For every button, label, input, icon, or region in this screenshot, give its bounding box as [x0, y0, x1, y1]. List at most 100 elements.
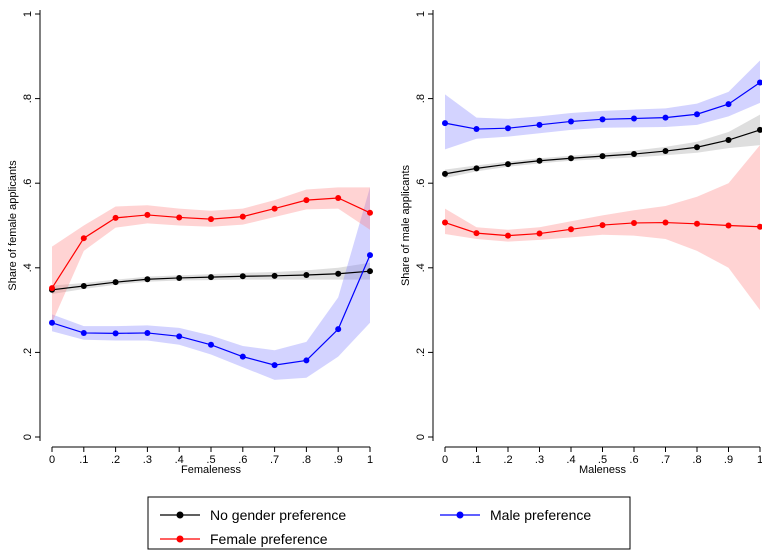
x-axis-title: Femaleness	[181, 464, 241, 476]
y-tick-label: .2	[22, 348, 34, 357]
data-point	[662, 148, 669, 155]
data-point	[631, 151, 637, 158]
y-axis-title: Share of male applicants	[400, 164, 412, 286]
x-tick-label: .9	[334, 454, 343, 466]
y-tick-label: 0	[415, 434, 427, 440]
x-tick-label: .5	[598, 454, 607, 466]
data-point	[144, 329, 151, 336]
data-point	[80, 329, 87, 336]
data-point	[239, 353, 246, 360]
y-tick-label: 1	[22, 11, 34, 17]
data-point	[536, 157, 543, 164]
data-point	[599, 116, 606, 123]
y-axis-title: Share of female applicants	[7, 160, 19, 291]
y-tick-label: .4	[22, 263, 34, 272]
data-point	[473, 126, 480, 133]
data-point	[144, 211, 151, 218]
data-point	[631, 219, 637, 226]
data-point	[335, 326, 342, 333]
confidence-band	[52, 187, 370, 323]
data-point	[303, 271, 310, 278]
data-point	[144, 276, 151, 283]
x-tick-label: .9	[724, 454, 733, 466]
data-point	[662, 114, 669, 121]
data-point	[536, 121, 543, 128]
legend-label: No gender preference	[210, 507, 346, 523]
data-point	[662, 219, 669, 226]
data-point	[176, 274, 183, 281]
legend-box	[147, 496, 631, 550]
y-tick-label: .4	[415, 263, 427, 272]
confidence-band	[52, 187, 370, 380]
data-point	[536, 230, 543, 237]
x-tick-label: 1	[757, 454, 762, 466]
data-point	[757, 126, 762, 133]
y-tick-label: .8	[22, 94, 34, 103]
x-tick-label: .8	[692, 454, 701, 466]
confidence-band	[445, 60, 760, 150]
data-point	[568, 118, 574, 125]
data-point	[112, 279, 119, 286]
x-tick-label: .8	[302, 454, 311, 466]
data-point	[694, 144, 700, 151]
data-point	[208, 216, 214, 223]
data-point	[505, 232, 511, 239]
data-point	[112, 214, 119, 221]
legend-marker	[176, 511, 184, 519]
y-tick-label: .6	[22, 179, 34, 188]
data-point	[442, 120, 448, 127]
data-point	[599, 153, 606, 160]
data-point	[176, 333, 183, 340]
x-tick-label: .1	[472, 454, 481, 466]
data-point	[757, 223, 762, 230]
x-tick-label: .7	[270, 454, 279, 466]
data-point	[725, 222, 732, 229]
data-point	[757, 79, 762, 86]
data-point	[568, 226, 574, 233]
data-point	[239, 273, 246, 280]
x-tick-label: .3	[535, 454, 544, 466]
data-point	[505, 161, 511, 168]
data-point	[473, 230, 480, 237]
x-tick-label: .6	[629, 454, 638, 466]
legend-marker	[176, 535, 184, 543]
data-point	[442, 170, 448, 177]
data-point	[239, 213, 246, 220]
data-point	[694, 111, 700, 118]
y-tick-label: .2	[415, 348, 427, 357]
data-point	[335, 195, 342, 202]
data-point	[303, 357, 310, 364]
y-tick-label: .8	[415, 94, 427, 103]
data-point	[49, 285, 55, 292]
legend-label: Male preference	[490, 507, 591, 523]
data-point	[335, 270, 342, 277]
legend-label: Female preference	[210, 531, 328, 547]
data-point	[367, 252, 373, 259]
data-point	[725, 101, 732, 108]
data-point	[568, 155, 574, 162]
data-point	[599, 222, 606, 229]
x-tick-label: .3	[143, 454, 152, 466]
data-point	[303, 197, 310, 204]
data-point	[112, 330, 119, 337]
legend-marker	[456, 511, 464, 519]
data-point	[694, 220, 700, 227]
data-point	[442, 219, 448, 226]
data-point	[505, 125, 511, 132]
data-point	[631, 115, 637, 122]
x-tick-label: .4	[566, 454, 575, 466]
data-point	[271, 205, 278, 212]
series-line	[51, 270, 371, 291]
data-point	[208, 274, 214, 281]
x-tick-label: 0	[442, 454, 448, 466]
x-tick-label: .2	[111, 454, 120, 466]
data-point	[367, 268, 373, 275]
x-tick-label: 1	[367, 454, 373, 466]
data-point	[725, 137, 732, 144]
data-point	[176, 214, 183, 221]
x-tick-label: .7	[661, 454, 670, 466]
y-tick-label: .6	[415, 179, 427, 188]
data-point	[80, 282, 87, 289]
x-tick-label: .2	[503, 454, 512, 466]
